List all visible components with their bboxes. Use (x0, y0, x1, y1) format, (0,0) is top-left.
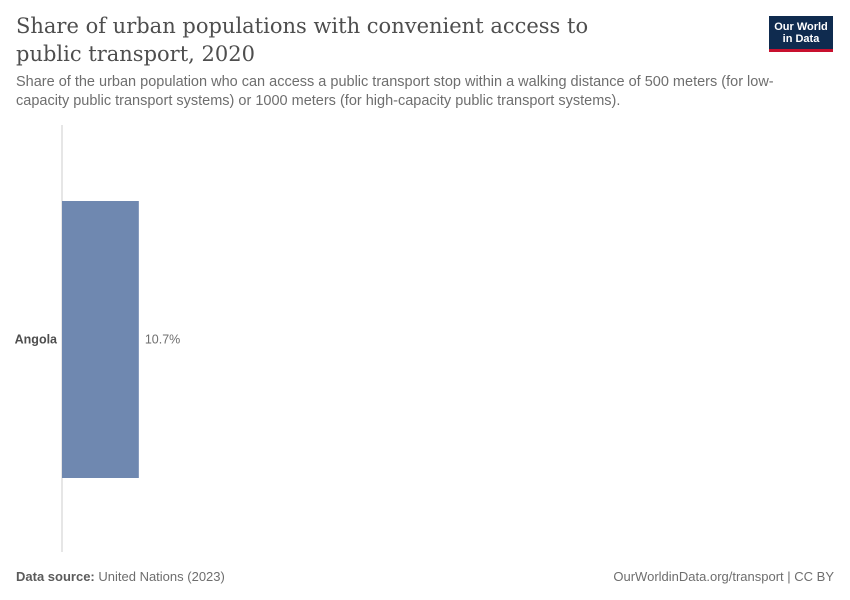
category-label: Angola (15, 333, 58, 347)
value-label: 10.7% (145, 333, 180, 347)
owid-logo[interactable]: Our World in Data (769, 16, 833, 52)
footer-url[interactable]: OurWorldinData.org/transport | CC BY (613, 569, 834, 584)
bar-angola[interactable] (62, 201, 139, 478)
logo-line-1: Our World (774, 21, 828, 33)
data-source-value[interactable]: United Nations (2023) (98, 569, 225, 584)
chart-title: Share of urban populations with convenie… (16, 14, 589, 66)
logo-line-2: in Data (782, 33, 820, 45)
chart-subtitle: Share of the urban population who can ac… (16, 74, 774, 109)
data-source-label: Data source: (16, 569, 95, 584)
data-source: Data source: United Nations (2023) (16, 569, 225, 584)
